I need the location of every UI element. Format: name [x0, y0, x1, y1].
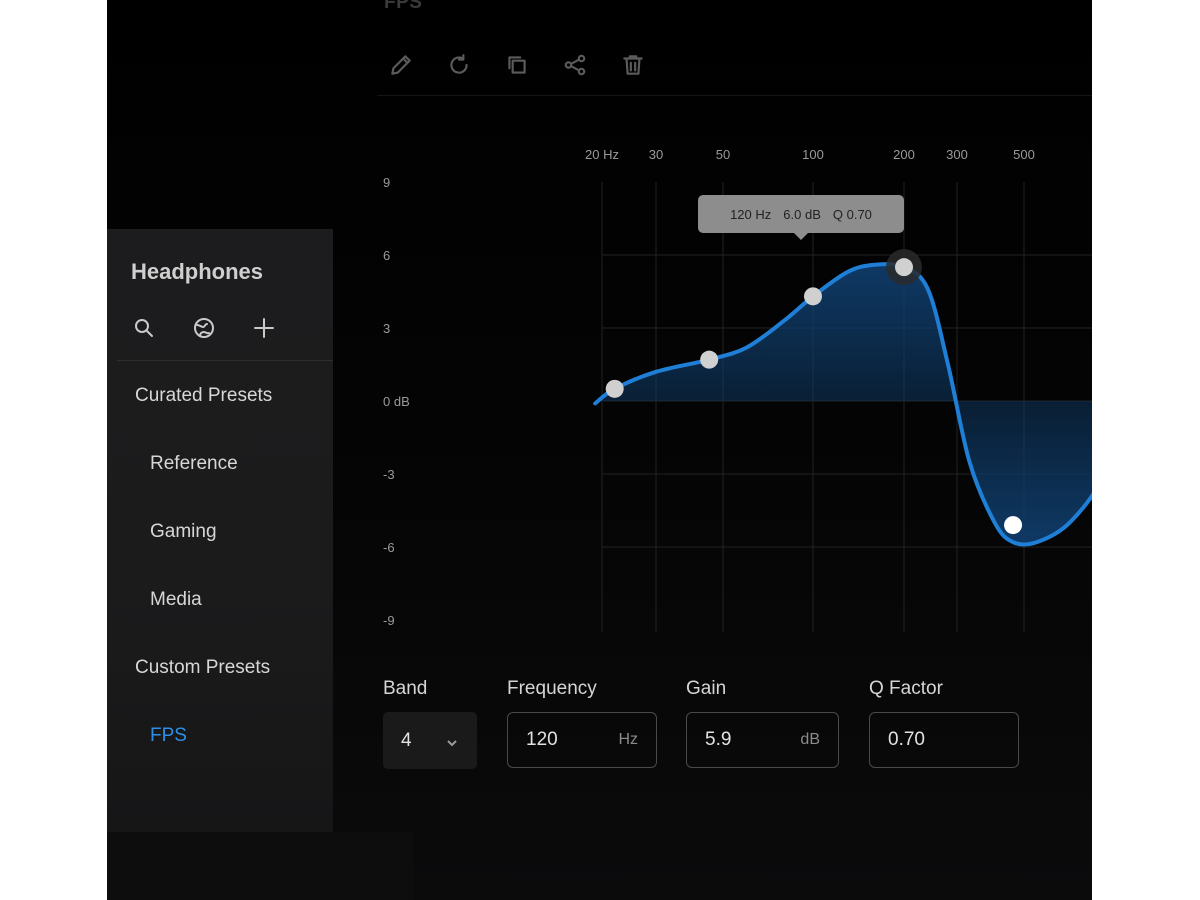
- sidebar-footer: [107, 832, 414, 900]
- band-value: 4: [401, 729, 412, 751]
- frequency-value: 120: [526, 729, 558, 750]
- duplicate-button[interactable]: [501, 49, 533, 81]
- eq-chart[interactable]: 20 Hz30501002003005001k9630 dB-3-6-9: [377, 140, 1092, 640]
- x-tick-label: 20 Hz: [585, 147, 619, 162]
- eq-band-point-1[interactable]: [605, 379, 624, 398]
- x-tick-label: 300: [946, 147, 968, 162]
- band-label: Band: [383, 678, 428, 699]
- tooltip-gain: 6.0 dB: [783, 206, 821, 222]
- eq-app: FPS Headphones: [107, 0, 1092, 900]
- eq-graph[interactable]: 20 Hz30501002003005001k9630 dB-3-6-9: [377, 140, 1092, 640]
- gain-label: Gain: [686, 678, 727, 699]
- sidebar-item-media[interactable]: Media: [150, 589, 202, 610]
- y-tick-label: 9: [383, 175, 390, 190]
- reset-button[interactable]: [443, 49, 475, 81]
- gain-value: 5.9: [705, 729, 732, 750]
- y-tick-label: -3: [383, 467, 395, 482]
- device-title: Headphones: [131, 259, 264, 284]
- y-tick-label: 6: [383, 248, 390, 263]
- eq-fill-negative: [595, 401, 1092, 545]
- tooltip-frequency: 120 Hz: [730, 206, 772, 222]
- frequency-label: Frequency: [507, 678, 597, 699]
- delete-button[interactable]: [617, 49, 649, 81]
- pencil-icon: [391, 55, 411, 75]
- trash-icon: [623, 55, 643, 75]
- add-preset-button[interactable]: [251, 315, 277, 341]
- q-factor-field[interactable]: 0.70: [869, 712, 1019, 768]
- presets-sidebar: Headphones Curated Presets Reference Gam…: [107, 229, 333, 832]
- sidebar-item-fps[interactable]: FPS: [150, 725, 187, 746]
- toolbar-divider: [377, 95, 1092, 96]
- y-tick-label: -9: [383, 613, 395, 628]
- chevron-down-icon: [445, 734, 459, 748]
- eq-band-point-5[interactable]: [1004, 516, 1023, 535]
- globe-icon: [194, 318, 214, 338]
- edit-button[interactable]: [385, 49, 417, 81]
- preset-toolbar: [385, 42, 1092, 88]
- band-select[interactable]: 4: [383, 712, 477, 769]
- eq-curve-group: [593, 262, 1092, 547]
- x-tick-label: 500: [1013, 147, 1035, 162]
- eq-band-point-4[interactable]: [895, 258, 913, 277]
- x-tick-label: 100: [802, 147, 824, 162]
- q-factor-value: 0.70: [888, 729, 925, 750]
- point-tooltip: 120 Hz 6.0 dB Q 0.70: [698, 195, 904, 240]
- search-button[interactable]: [131, 315, 157, 341]
- preset-title: FPS: [384, 0, 423, 13]
- gain-unit: dB: [800, 731, 820, 748]
- sidebar-section-custom[interactable]: Custom Presets: [135, 657, 271, 678]
- sidebar-section-curated[interactable]: Curated Presets: [135, 385, 273, 406]
- plus-icon: [254, 318, 274, 338]
- eq-band-point-3[interactable]: [804, 287, 822, 306]
- eq-fill-positive: [595, 264, 1092, 401]
- duplicate-icon: [508, 56, 526, 74]
- share-button[interactable]: [559, 49, 591, 81]
- eq-band-point-2[interactable]: [700, 350, 719, 369]
- sidebar-item-reference[interactable]: Reference: [150, 453, 238, 474]
- sidebar-item-gaming[interactable]: Gaming: [150, 521, 217, 542]
- y-tick-label: -6: [383, 540, 395, 555]
- reset-icon: [450, 54, 468, 74]
- x-tick-label: 200: [893, 147, 915, 162]
- frequency-field[interactable]: 120 Hz: [507, 712, 657, 768]
- share-icon: [564, 54, 586, 76]
- y-tick-label: 3: [383, 321, 390, 336]
- sidebar-divider: [117, 360, 333, 361]
- gain-field[interactable]: 5.9 dB: [686, 712, 839, 768]
- frequency-unit: Hz: [618, 731, 638, 748]
- search-icon: [135, 319, 153, 337]
- x-tick-label: 50: [716, 147, 730, 162]
- community-button[interactable]: [191, 315, 217, 341]
- q-factor-label: Q Factor: [869, 678, 943, 699]
- tooltip-q: Q 0.70: [832, 206, 872, 222]
- sidebar-actions: [131, 315, 277, 341]
- y-tick-label: 0 dB: [383, 394, 410, 409]
- x-tick-label: 30: [649, 147, 663, 162]
- eq-curve: [593, 262, 1092, 547]
